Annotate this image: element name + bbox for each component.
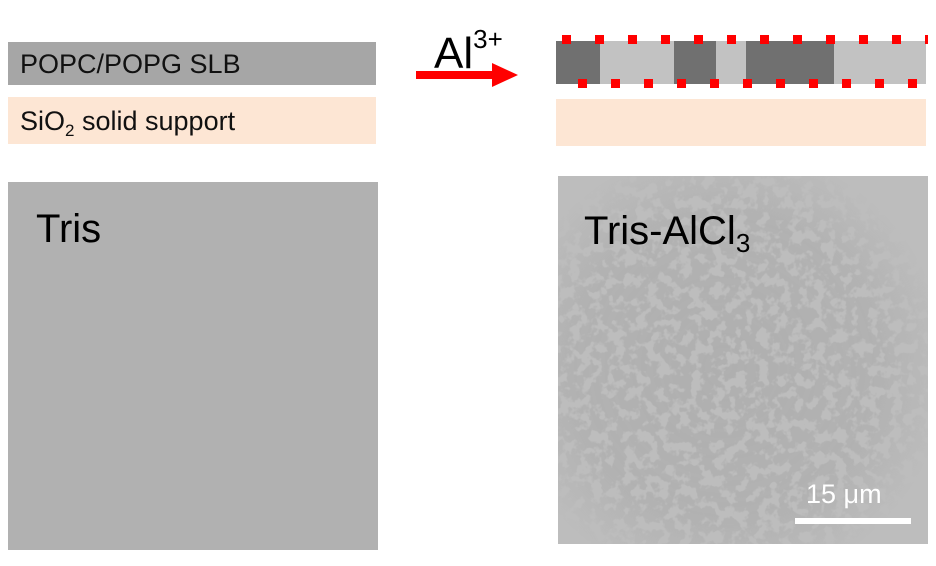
ion-marker <box>908 79 917 88</box>
tris-panel-label: Tris <box>36 207 102 251</box>
support-bar <box>8 97 376 144</box>
ion-marker <box>776 79 785 88</box>
ion-marker <box>875 79 884 88</box>
ion-marker <box>760 35 769 44</box>
ion-marker <box>611 79 620 88</box>
ion-markers-bottom <box>578 79 917 88</box>
ion-marker <box>892 35 901 44</box>
ion-marker <box>694 35 703 44</box>
ion-marker <box>743 79 752 88</box>
ion-marker <box>677 79 686 88</box>
ion-marker <box>710 79 719 88</box>
ion-marker <box>842 79 851 88</box>
tris-image-panel <box>8 182 378 550</box>
ion-marker <box>628 35 637 44</box>
dark-domain <box>746 41 834 84</box>
scale-bar <box>795 518 911 524</box>
dark-domain <box>674 41 716 84</box>
ion-marker <box>826 35 835 44</box>
bilayer-label: POPC/POPG SLB <box>20 49 241 79</box>
ion-marker <box>578 79 587 88</box>
scale-bar-label: 15 μm <box>806 479 882 509</box>
dark-domain <box>556 41 600 84</box>
support-label: SiO2 solid support <box>20 106 236 140</box>
ion-marker <box>661 35 670 44</box>
ion-marker <box>644 79 653 88</box>
red-arrow-icon <box>416 63 518 87</box>
bilayer-bar <box>8 42 376 85</box>
tris-alcl3-panel-label: Tris-AlCl3 <box>584 209 751 258</box>
ion-label: Al3+ <box>434 24 503 78</box>
ion-marker <box>727 35 736 44</box>
ion-marker <box>809 79 818 88</box>
support-bar-right <box>556 99 926 146</box>
ion-markers-top <box>562 35 928 44</box>
ion-marker <box>793 35 802 44</box>
ion-marker <box>859 35 868 44</box>
ion-marker <box>595 35 604 44</box>
tris-alcl3-image-panel <box>558 176 928 544</box>
domain-bilayer <box>556 35 928 88</box>
ion-marker <box>562 35 571 44</box>
ion-marker <box>925 35 928 44</box>
domain-texture <box>558 176 928 544</box>
